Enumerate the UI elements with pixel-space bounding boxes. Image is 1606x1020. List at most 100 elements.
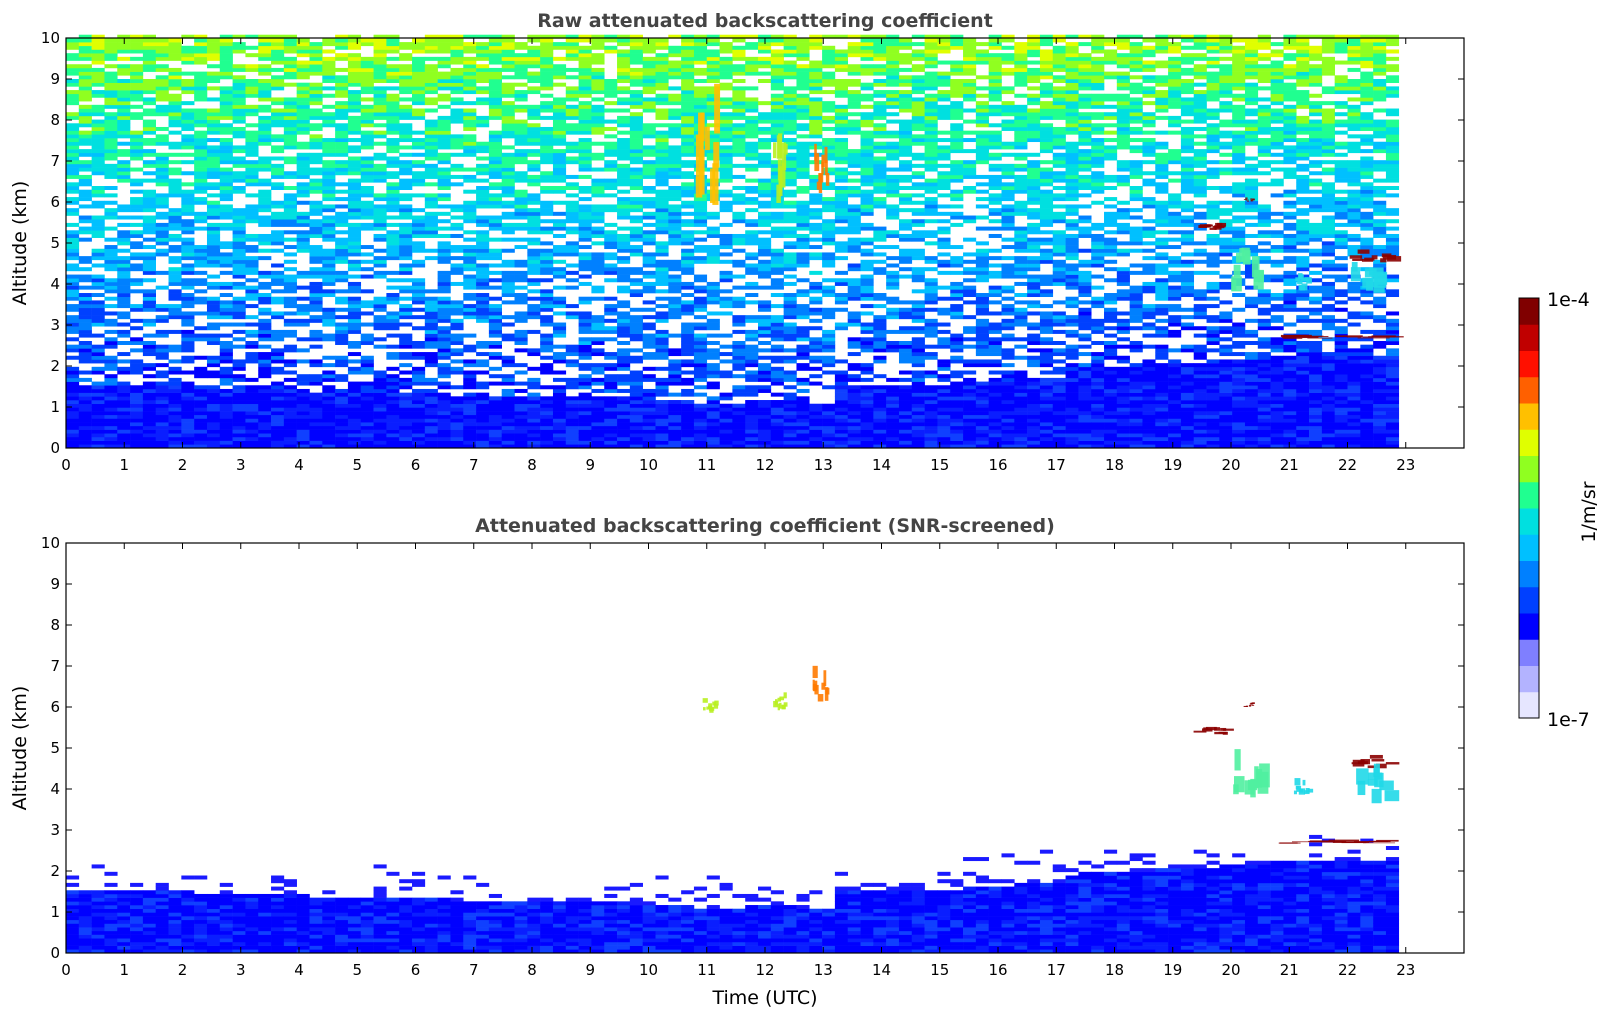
heatmap-cell (91, 204, 105, 209)
heatmap-cell (194, 429, 208, 434)
heatmap-cell (514, 156, 528, 161)
heatmap-cell (271, 97, 285, 102)
heatmap-cell (360, 90, 374, 95)
heatmap-cell (271, 200, 285, 205)
heatmap-cell (347, 436, 362, 441)
heatmap-cell (347, 149, 362, 154)
heatmap-cell (706, 233, 720, 238)
heatmap-cell (693, 200, 708, 205)
heatmap-cell (424, 49, 438, 54)
heatmap-cell (758, 348, 772, 353)
heatmap-cell (117, 278, 131, 283)
heatmap-cell (283, 186, 297, 190)
heatmap-cell (271, 230, 285, 235)
heatmap-cell (706, 403, 720, 408)
heatmap-cell (373, 315, 387, 320)
heatmap-cell (130, 204, 144, 209)
heatmap-cell (591, 82, 605, 87)
heatmap-cell (283, 42, 297, 47)
heatmap-cell (117, 352, 131, 357)
heatmap-cell (732, 329, 746, 334)
heatmap-cell (642, 377, 656, 382)
heatmap-cell (604, 90, 618, 95)
heatmap-cell (296, 145, 310, 150)
heatmap-cell (437, 186, 451, 190)
heatmap-cell (732, 403, 746, 408)
heatmap-cell (745, 429, 759, 434)
heatmap-cell (168, 392, 182, 397)
heatmap-cell (360, 119, 374, 124)
heatmap-cell (783, 400, 797, 405)
heatmap-cell (412, 75, 426, 80)
heatmap-cell (117, 222, 131, 227)
heatmap-cell (399, 115, 413, 120)
heatmap-cell (668, 149, 682, 154)
heatmap-cell (745, 241, 759, 246)
heatmap-cell (655, 263, 669, 268)
heatmap-cell (732, 241, 746, 246)
heatmap-cell (117, 289, 131, 294)
heatmap-cell (706, 97, 720, 102)
heatmap-cell (66, 42, 80, 47)
heatmap-cell (258, 104, 272, 109)
heatmap-cell (578, 256, 592, 261)
heatmap-cell (296, 112, 310, 117)
heatmap-cell (476, 433, 490, 438)
heatmap-cell (360, 300, 374, 305)
heatmap-cell (629, 60, 643, 65)
heatmap-cell (617, 152, 631, 157)
heatmap-cell (668, 422, 682, 427)
heatmap-cell (796, 407, 810, 412)
heatmap-cell (155, 126, 169, 131)
heatmap-cell (604, 444, 618, 449)
heatmap-cell (745, 186, 759, 190)
heatmap-cell (296, 219, 310, 224)
heatmap-cell (424, 359, 438, 364)
heatmap-cell (232, 263, 246, 268)
heatmap-cell (206, 45, 221, 50)
heatmap-cell (399, 67, 413, 72)
heatmap-cell (194, 248, 208, 253)
heatmap-cell (719, 178, 733, 183)
heatmap-cell (309, 145, 323, 150)
heatmap-cell (604, 149, 618, 154)
heatmap-cell (770, 104, 784, 109)
heatmap-cell (347, 322, 362, 327)
heatmap-cell (360, 385, 374, 390)
heatmap-cell (668, 433, 682, 438)
heatmap-cell (347, 307, 362, 312)
heatmap-cell (309, 160, 323, 165)
heatmap-cell (360, 252, 374, 257)
heatmap-cell (617, 355, 631, 360)
heatmap-cell (604, 411, 618, 416)
heatmap-cell (834, 256, 849, 261)
heatmap-cell (206, 326, 221, 331)
heatmap-cell (412, 182, 426, 187)
heatmap-cell (194, 93, 208, 98)
heatmap-cell (681, 259, 695, 264)
heatmap-cell (617, 403, 631, 408)
heatmap-cell (66, 90, 80, 95)
heatmap-cell (706, 322, 720, 327)
heatmap-cell (194, 112, 208, 117)
heatmap-cell (296, 318, 310, 323)
heatmap-cell (91, 344, 105, 349)
heatmap-cell (437, 219, 451, 224)
heatmap-cell (693, 414, 708, 419)
heatmap-cell (668, 60, 682, 65)
heatmap-cell (66, 374, 80, 379)
heatmap-cell (91, 45, 105, 50)
heatmap-cell (834, 204, 849, 209)
heatmap-cell (130, 167, 144, 172)
heatmap-cell (629, 171, 643, 176)
heatmap-cell (206, 337, 221, 342)
heatmap-cell (437, 45, 451, 50)
heatmap-cell (578, 230, 592, 235)
heatmap-cell (681, 340, 695, 345)
heatmap-cell (488, 396, 502, 401)
heatmap-cell (309, 315, 323, 320)
heatmap-cell (783, 71, 797, 76)
heatmap-cell (245, 130, 259, 135)
heatmap-cell (476, 440, 490, 445)
heatmap-cell (719, 145, 733, 150)
